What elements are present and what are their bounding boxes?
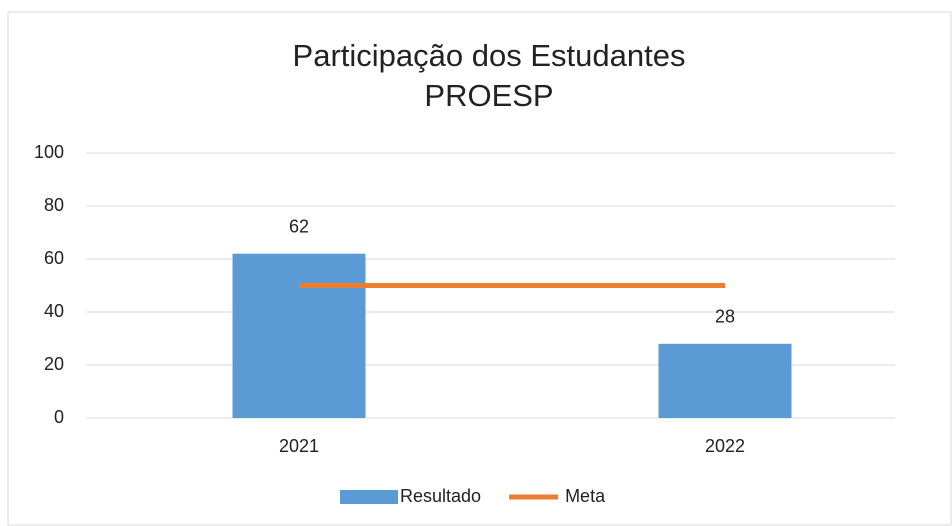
y-tick-label: 20	[44, 354, 64, 374]
x-tick-label: 2021	[279, 436, 319, 456]
y-tick-label: 80	[44, 195, 64, 215]
data-label: 62	[289, 216, 309, 236]
y-tick-label: 40	[44, 301, 64, 321]
legend-label: Meta	[565, 486, 606, 506]
legend-swatch	[340, 490, 398, 504]
bar	[658, 343, 792, 418]
chart-title: Participação dos Estudantes	[293, 38, 686, 73]
chart-frame	[7, 11, 952, 526]
legend-label: Resultado	[400, 486, 481, 506]
y-tick-label: 0	[54, 407, 64, 427]
data-label: 28	[715, 307, 735, 327]
y-tick-label: 60	[44, 248, 64, 268]
x-tick-label: 2022	[705, 436, 745, 456]
chart-title: PROESP	[424, 78, 553, 113]
bar	[232, 253, 366, 418]
y-tick-label: 100	[34, 142, 64, 162]
